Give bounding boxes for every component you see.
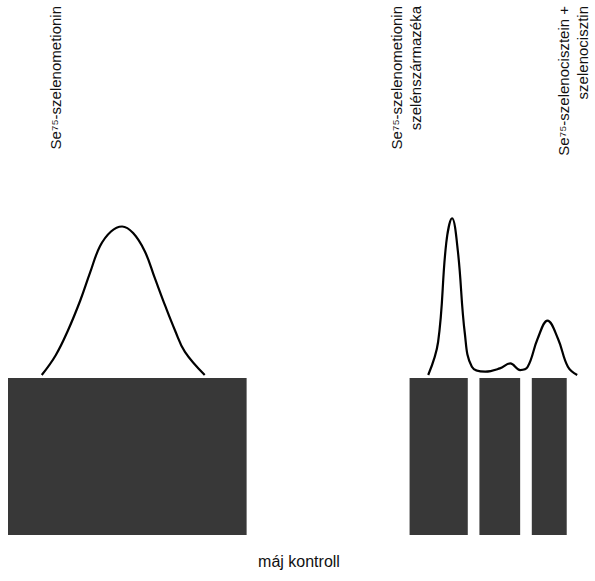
svg-text:szelenocisztin: szelenocisztin [574, 6, 591, 99]
svg-text:Se⁷⁵-szelenocisztein +: Se⁷⁵-szelenocisztein + [555, 6, 572, 156]
svg-text:Se⁷⁵-szelenometionin: Se⁷⁵-szelenometionin [47, 6, 64, 149]
svg-text:szelénszármazéka: szelénszármazéka [407, 5, 424, 130]
svg-text:máj kontroll: máj kontroll [258, 553, 340, 570]
svg-text:Se⁷⁵-szelenometionin: Se⁷⁵-szelenometionin [388, 6, 405, 149]
